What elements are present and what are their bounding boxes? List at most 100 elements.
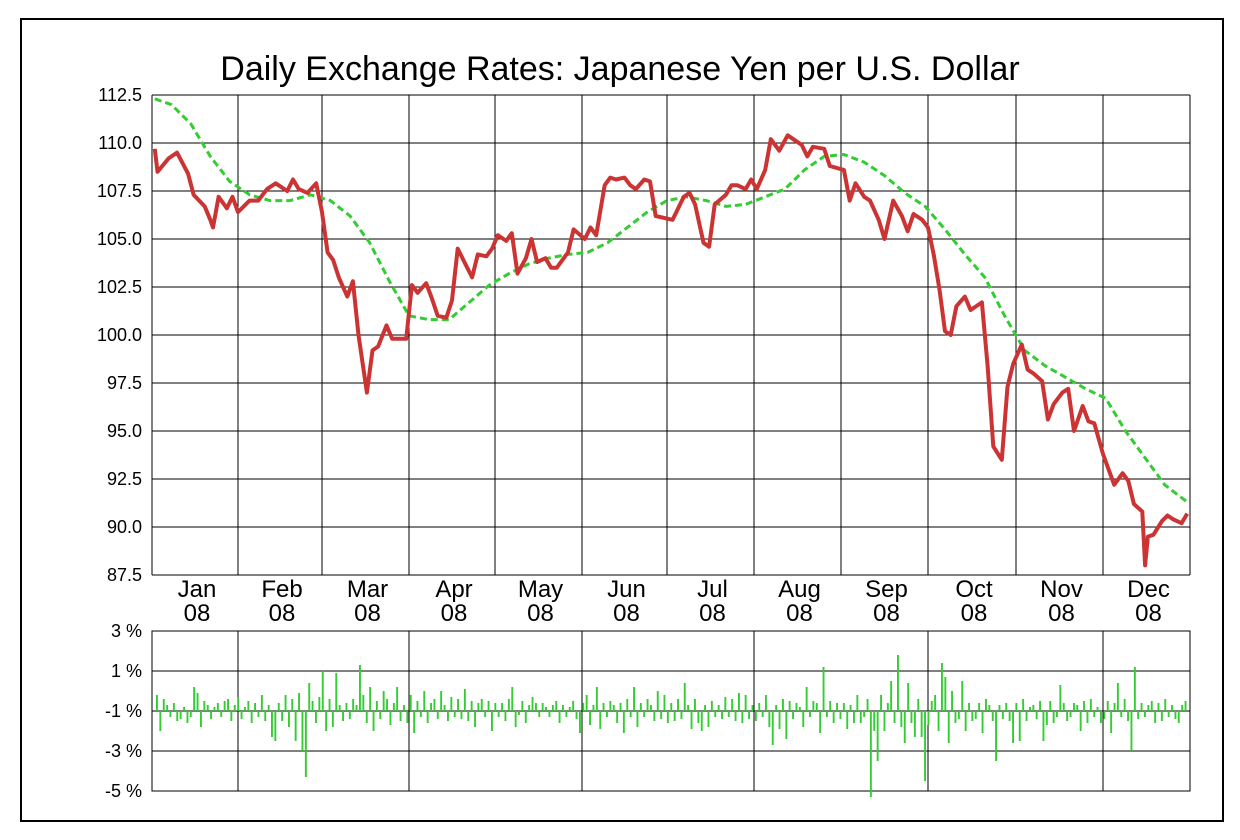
change-bar (1022, 699, 1025, 711)
change-bar (1018, 711, 1021, 741)
change-bar (203, 701, 206, 711)
change-bar (782, 699, 784, 711)
change-bar (819, 711, 822, 733)
change-bar (541, 703, 544, 711)
change-bar (264, 711, 267, 721)
change-bar (453, 711, 456, 717)
change-bar (694, 699, 696, 711)
change-bar (551, 705, 554, 711)
x-tick-month: Jan (178, 576, 217, 603)
y-tick-label: 110.0 (98, 133, 142, 153)
change-bar (849, 705, 852, 711)
change-bar (440, 691, 443, 711)
change-bar (1076, 705, 1079, 711)
change-bar (964, 711, 967, 731)
change-bar (298, 693, 300, 711)
change-bar (1123, 699, 1126, 711)
change-bar (636, 711, 639, 727)
x-tick-year: 08 (1135, 600, 1162, 627)
change-bar (731, 699, 734, 711)
x-tick-month: Jun (607, 576, 646, 603)
y-tick-label: 100.0 (97, 325, 142, 345)
change-bar (869, 711, 872, 797)
change-bar (927, 711, 930, 725)
change-bar (748, 711, 750, 719)
x-tick-year: 08 (269, 600, 296, 627)
change-bar (1045, 711, 1048, 725)
change-bar (233, 705, 236, 711)
change-bar (995, 711, 997, 761)
change-bar (727, 711, 730, 717)
change-bar (247, 701, 250, 711)
change-bar (761, 711, 764, 717)
change-bar (666, 711, 669, 723)
change-bar (910, 711, 913, 723)
change-bar (1062, 703, 1065, 711)
change-bar (1116, 683, 1119, 711)
change-bar (1066, 711, 1069, 721)
change-bar (1083, 701, 1085, 711)
change-bar (826, 711, 828, 717)
change-bar (873, 711, 876, 731)
change-bar (318, 697, 321, 711)
y-tick-label: 102.5 (97, 277, 142, 297)
change-bar (971, 711, 974, 721)
y-tick-label: 95.0 (107, 421, 142, 441)
change-bar (585, 695, 588, 711)
change-bar (754, 711, 757, 721)
change-bar (413, 711, 416, 733)
change-bar (815, 703, 818, 711)
change-bar (504, 711, 507, 721)
x-tick-month: Nov (1040, 576, 1083, 603)
change-bar (622, 711, 625, 733)
change-bar (700, 711, 703, 731)
change-bar (595, 687, 598, 711)
change-bar (416, 701, 419, 711)
change-bar (714, 711, 717, 717)
change-bar (947, 711, 950, 743)
change-bar (1103, 711, 1106, 719)
change-bar (169, 711, 172, 717)
change-bar (186, 711, 189, 723)
change-bar (267, 705, 270, 711)
change-bar (798, 707, 801, 711)
change-bar (575, 711, 578, 719)
change-bar (673, 711, 676, 721)
change-bar (805, 687, 808, 711)
change-bar (839, 711, 842, 719)
change-bar (853, 711, 855, 723)
x-tick-month: Jul (697, 576, 728, 603)
chart-frame (20, 18, 1224, 822)
x-tick-month: Feb (261, 576, 302, 603)
change-bar (1089, 699, 1092, 711)
daily-rate-line (152, 133, 1189, 568)
change-bar (589, 711, 591, 725)
change-bar (1049, 701, 1052, 711)
change-bar (162, 699, 165, 711)
change-bar (859, 711, 862, 723)
change-bar (954, 711, 957, 723)
change-bar (277, 703, 280, 711)
change-bar (176, 711, 179, 721)
change-bar (1052, 711, 1055, 723)
change-bar (470, 701, 473, 711)
change-bar (250, 711, 253, 723)
change-bar (386, 699, 388, 711)
change-bar (179, 711, 182, 719)
change-bar (325, 711, 328, 731)
change-bar (531, 697, 534, 711)
change-bar (1177, 711, 1180, 723)
change-bar (771, 711, 774, 745)
change-bar (775, 705, 778, 711)
change-bar (257, 711, 260, 717)
change-bar (156, 695, 158, 711)
change-bar (244, 707, 246, 711)
change-bar (565, 711, 568, 717)
change-bar (687, 705, 690, 711)
change-bar (1015, 703, 1018, 711)
change-bar (768, 711, 771, 727)
change-bar (1164, 699, 1167, 711)
change-bar (372, 711, 375, 731)
change-bar (697, 711, 700, 723)
change-bar (724, 697, 727, 711)
